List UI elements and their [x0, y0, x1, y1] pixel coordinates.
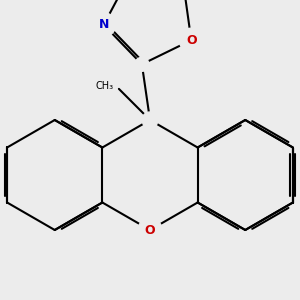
Circle shape: [135, 57, 149, 71]
Circle shape: [142, 112, 158, 128]
Circle shape: [179, 28, 203, 52]
Circle shape: [138, 218, 162, 242]
Text: N: N: [98, 18, 109, 31]
Text: O: O: [145, 224, 155, 236]
Text: CH₃: CH₃: [96, 81, 114, 91]
Text: O: O: [186, 34, 196, 47]
Circle shape: [92, 13, 116, 37]
